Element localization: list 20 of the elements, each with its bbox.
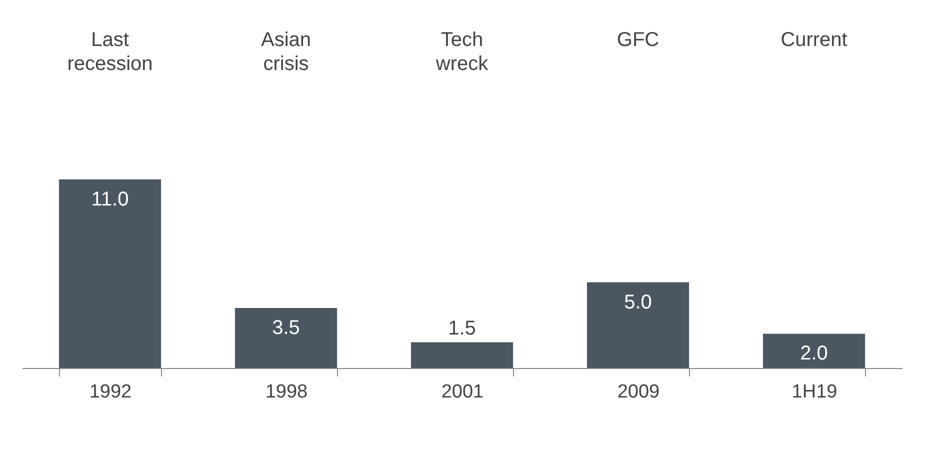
text: Asian crisis <box>260 29 312 75</box>
data-label: 3.5 <box>272 317 300 339</box>
text: Current <box>780 29 848 51</box>
text: Last recession <box>67 29 153 75</box>
text: GFC <box>616 29 660 51</box>
bar <box>762 334 866 368</box>
data-label: 2.0 <box>800 342 828 365</box>
x-tick-label: 1H19 <box>792 382 838 402</box>
x-tick-label: 1992 <box>89 382 132 402</box>
bar <box>586 282 690 368</box>
bar <box>410 342 514 368</box>
data-label: 5.0 <box>624 291 652 314</box>
x-tick-label: 1998 <box>265 382 308 402</box>
bar <box>234 308 338 368</box>
data-label: 11.0 <box>91 188 129 210</box>
data-label: 1.5 <box>448 317 476 340</box>
x-tick-label: 2009 <box>617 382 660 402</box>
text: Tech wreck <box>434 29 490 75</box>
x-tick-label: 2001 <box>441 382 484 402</box>
bar <box>58 179 162 368</box>
